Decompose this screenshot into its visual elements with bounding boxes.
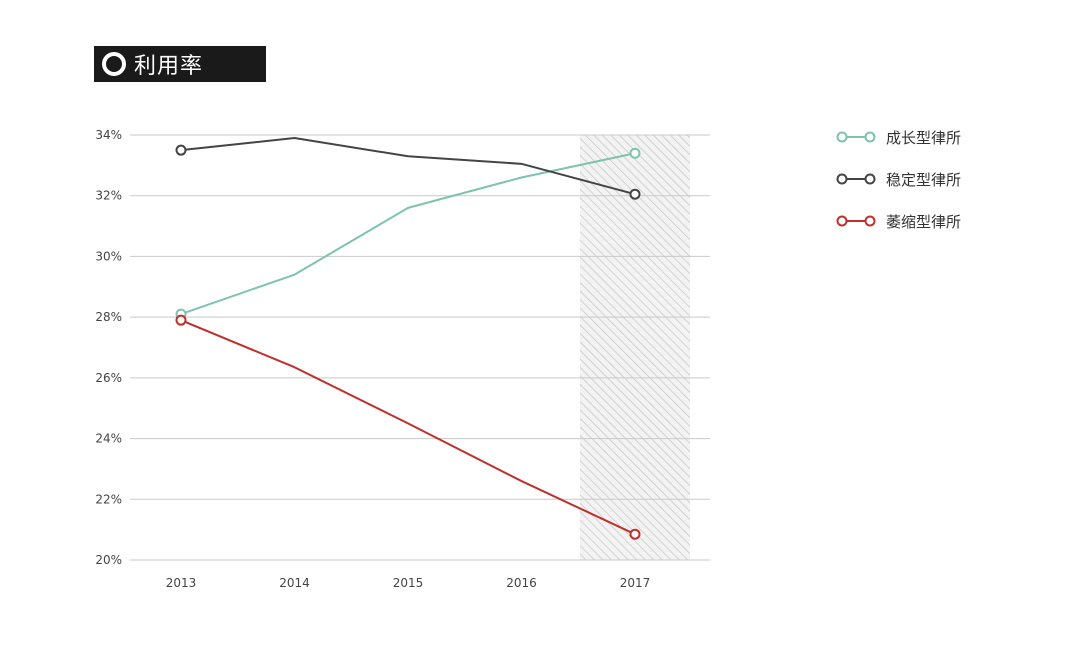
series-point-3 (175, 314, 187, 326)
chart-legend: 成长型律所稳定型律所萎缩型律所 (836, 126, 961, 252)
legend-item-1: 成长型律所 (836, 126, 961, 148)
x-tick-label: 2014 (279, 576, 310, 590)
highlight-band (580, 135, 690, 560)
series-line-3 (180, 319, 636, 536)
x-tick-label: 2017 (620, 576, 651, 590)
chart-title-box: 利用率 (94, 46, 266, 82)
y-tick-label: 24% (95, 432, 122, 446)
legend-swatch-icon (836, 215, 876, 227)
y-tick-label: 28% (95, 310, 122, 324)
y-tick-label: 34% (95, 128, 122, 142)
legend-swatch-icon (836, 173, 876, 185)
legend-swatch-marker (836, 131, 848, 143)
x-tick-label: 2015 (393, 576, 424, 590)
legend-label: 萎缩型律所 (886, 212, 962, 231)
legend-swatch-marker (836, 215, 848, 227)
legend-swatch-marker (864, 131, 876, 143)
legend-swatch-marker (864, 215, 876, 227)
series-point-2 (629, 188, 641, 200)
legend-label: 稳定型律所 (886, 170, 962, 189)
legend-item-2: 稳定型律所 (836, 168, 961, 190)
y-tick-label: 30% (95, 249, 122, 263)
legend-swatch-marker (864, 173, 876, 185)
x-tick-label: 2016 (506, 576, 537, 590)
series-point-2 (175, 144, 187, 156)
y-tick-label: 26% (95, 371, 122, 385)
y-tick-label: 32% (95, 189, 122, 203)
legend-swatch-marker (836, 173, 848, 185)
legend-label: 成长型律所 (886, 128, 962, 147)
series-line-1 (180, 152, 636, 316)
y-tick-label: 20% (95, 553, 122, 567)
legend-item-3: 萎缩型律所 (836, 210, 961, 232)
chart-title: 利用率 (134, 54, 204, 79)
legend-swatch-icon (836, 131, 876, 143)
x-tick-label: 2013 (166, 576, 197, 590)
series-point-3 (629, 528, 641, 540)
y-tick-label: 22% (95, 492, 122, 506)
ring-icon (102, 52, 126, 76)
series-line-2 (180, 137, 636, 196)
series-point-1 (629, 147, 641, 159)
